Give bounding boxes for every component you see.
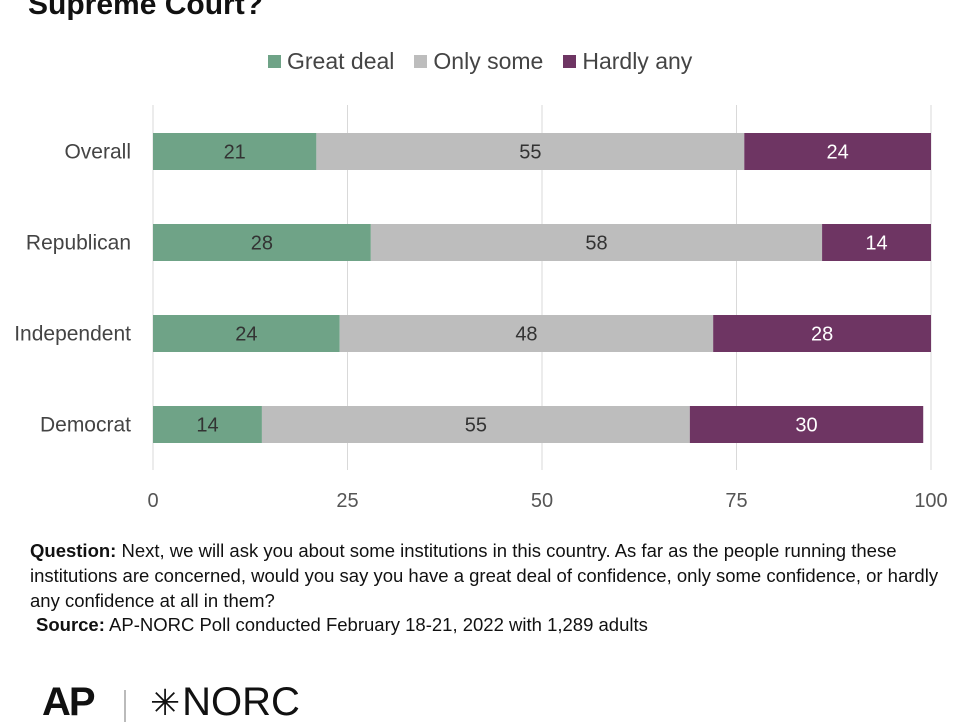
category-label: Independent (14, 323, 131, 346)
bar-segment (153, 133, 317, 170)
category-label: Republican (26, 232, 131, 255)
bar-segment (713, 315, 931, 352)
bar-segment (689, 406, 924, 443)
data-label: 21 (224, 142, 246, 164)
logo-divider (124, 690, 126, 722)
data-label: 55 (465, 415, 487, 437)
legend-swatch-great-deal (268, 54, 281, 68)
question-label: Question: (30, 540, 117, 561)
x-tick-label: 75 (725, 490, 747, 512)
legend: Great deal Only some Hardly any (268, 46, 712, 76)
stacked-bar-chart: 0 25 50 75 100 Overall 21 55 24 Republican 28 58 14 I… (14, 105, 948, 512)
source-text: AP-NORC Poll conducted February 18-21, 2… (109, 614, 648, 635)
category-label: Democrat (40, 414, 131, 437)
bar-segment (370, 224, 823, 261)
chart-title: Supreme Court? (28, 0, 264, 21)
bar-segment (339, 315, 714, 352)
legend-item-hardly-any: Hardly any (563, 48, 692, 75)
x-tick-label: 0 (147, 490, 158, 512)
bar-segment (153, 406, 262, 443)
legend-label-great-deal: Great deal (287, 47, 395, 74)
bar-segment (822, 224, 931, 261)
legend-swatch-only-some (414, 54, 428, 68)
legend-item-great-deal: Great deal (268, 48, 394, 75)
bar-segment (153, 315, 340, 352)
data-label: 24 (235, 324, 257, 346)
norc-logo-text: NORC (182, 680, 300, 724)
legend-label-only-some: Only some (433, 47, 544, 74)
question-text: Next, we will ask you about some institu… (30, 540, 939, 611)
data-label: 24 (827, 142, 849, 164)
legend-label-hardly-any: Hardly any (582, 47, 693, 74)
x-tick-label: 50 (531, 490, 553, 512)
data-label: 14 (865, 233, 887, 255)
x-tick-label: 25 (336, 490, 358, 512)
legend-item-only-some: Only some (414, 48, 543, 75)
bar-segment (316, 133, 745, 170)
bar-segment (744, 133, 931, 170)
legend-swatch-hardly-any (563, 54, 577, 68)
norc-star-icon: ✳ (150, 682, 181, 723)
data-label: 30 (795, 415, 817, 437)
ap-logo: AP (42, 680, 96, 724)
category-label: Overall (64, 141, 131, 164)
norc-logo: ✳NORC (150, 680, 300, 725)
bar-segment (153, 224, 371, 261)
x-tick-label: 100 (914, 490, 947, 512)
question-note: Question: Next, we will ask you about so… (30, 538, 950, 613)
data-label: 58 (585, 233, 607, 255)
data-label: 55 (519, 142, 541, 164)
data-label: 28 (251, 233, 273, 255)
source-note: Source: AP-NORC Poll conducted February … (36, 614, 648, 636)
data-label: 48 (515, 324, 537, 346)
data-label: 28 (811, 324, 833, 346)
data-label: 14 (196, 415, 218, 437)
source-label: Source: (36, 614, 105, 635)
bar-segment (261, 406, 690, 443)
